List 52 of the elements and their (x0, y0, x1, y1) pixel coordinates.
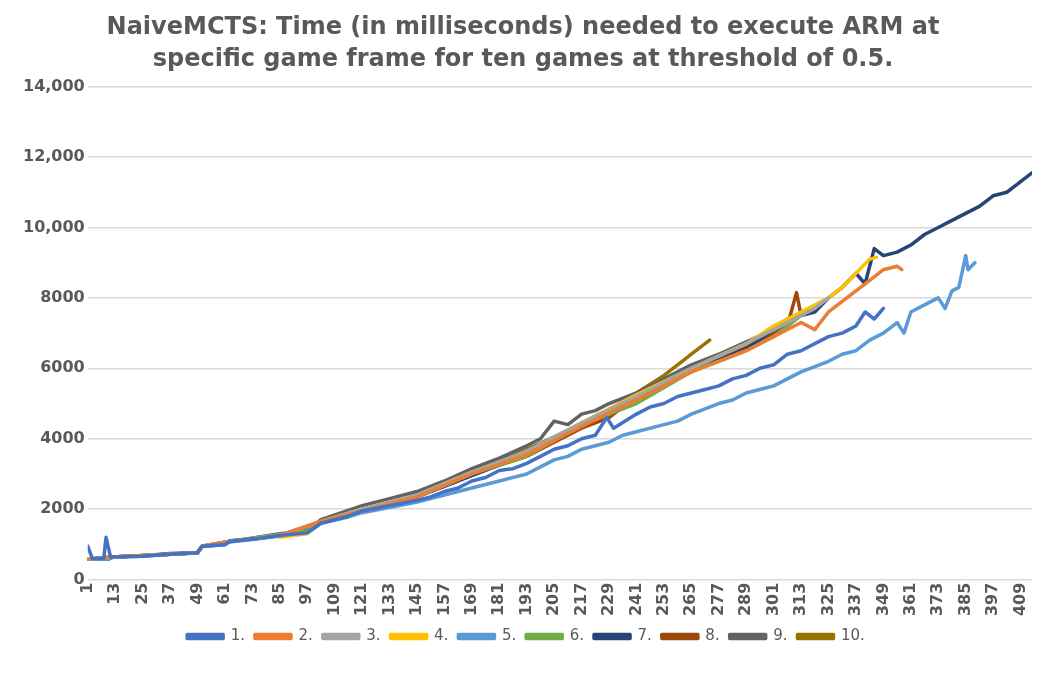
legend-label: 8. (705, 626, 720, 645)
y-tick-label: 6000 (40, 357, 85, 377)
legend-label: 3. (366, 626, 381, 645)
y-tick-label: 12,000 (22, 146, 85, 166)
x-tick-label: 277 (707, 582, 727, 617)
x-tick-label: 229 (598, 582, 618, 617)
x-tick-label: 169 (461, 582, 480, 617)
x-tick-label: 37 (159, 582, 179, 605)
x-tick-label: 157 (433, 582, 453, 617)
x-tick-label: 205 (543, 582, 563, 617)
x-tick-label: 361 (899, 582, 919, 617)
x-tick-label: 121 (351, 582, 371, 617)
legend-label: 4. (434, 626, 449, 645)
x-tick-label: 217 (570, 582, 590, 617)
x-tick-label: 373 (927, 582, 947, 617)
x-tick-label: 289 (735, 582, 755, 617)
x-tick-label: 313 (790, 582, 810, 617)
y-tick-label: 8000 (40, 287, 85, 307)
y-tick-label: 14,000 (22, 75, 85, 95)
x-tick-label: 109 (323, 582, 343, 617)
x-tick-label: 253 (653, 582, 673, 617)
x-tick-label: 133 (378, 582, 398, 617)
legend-label: 10. (840, 626, 865, 645)
x-tick-label: 73 (241, 582, 261, 605)
x-tick-label: 25 (131, 582, 151, 605)
x-tick-label: 49 (186, 582, 206, 605)
y-tick-label: 2000 (40, 498, 85, 518)
x-tick-label: 193 (515, 582, 535, 617)
x-tick-label: 409 (1009, 582, 1029, 617)
x-tick-label: 145 (406, 582, 426, 617)
x-tick-label: 301 (762, 582, 782, 617)
legend-label: 9. (773, 626, 788, 645)
legend-label: 7. (637, 626, 652, 645)
x-tick-label: 97 (296, 582, 316, 605)
x-tick-label: 265 (680, 582, 700, 617)
x-tick-label: 241 (625, 582, 645, 617)
x-tick-label: 397 (982, 582, 1002, 617)
x-tick-label: 13 (104, 582, 124, 605)
legend-label: 5. (501, 626, 517, 645)
x-tick-label: 325 (817, 582, 837, 617)
chart-title: NaiveMCTS: Time (in milliseconds) needed to execute ARM at specific game frame for ten games at threshold of 0.5. (105, 11, 941, 74)
x-tick-label: 61 (214, 582, 234, 605)
legend-label: 2. (298, 626, 313, 645)
y-tick-label: 4000 (40, 427, 85, 447)
legend-label: 1. (230, 626, 245, 645)
x-tick-label: 337 (845, 582, 865, 617)
y-tick-label: 10,000 (22, 216, 85, 236)
x-tick-label: 349 (872, 582, 892, 617)
x-tick-label: 85 (268, 582, 288, 605)
legend-label: 6. (569, 626, 585, 645)
x-tick-label: 181 (488, 582, 508, 617)
x-tick-label: 385 (954, 582, 974, 617)
